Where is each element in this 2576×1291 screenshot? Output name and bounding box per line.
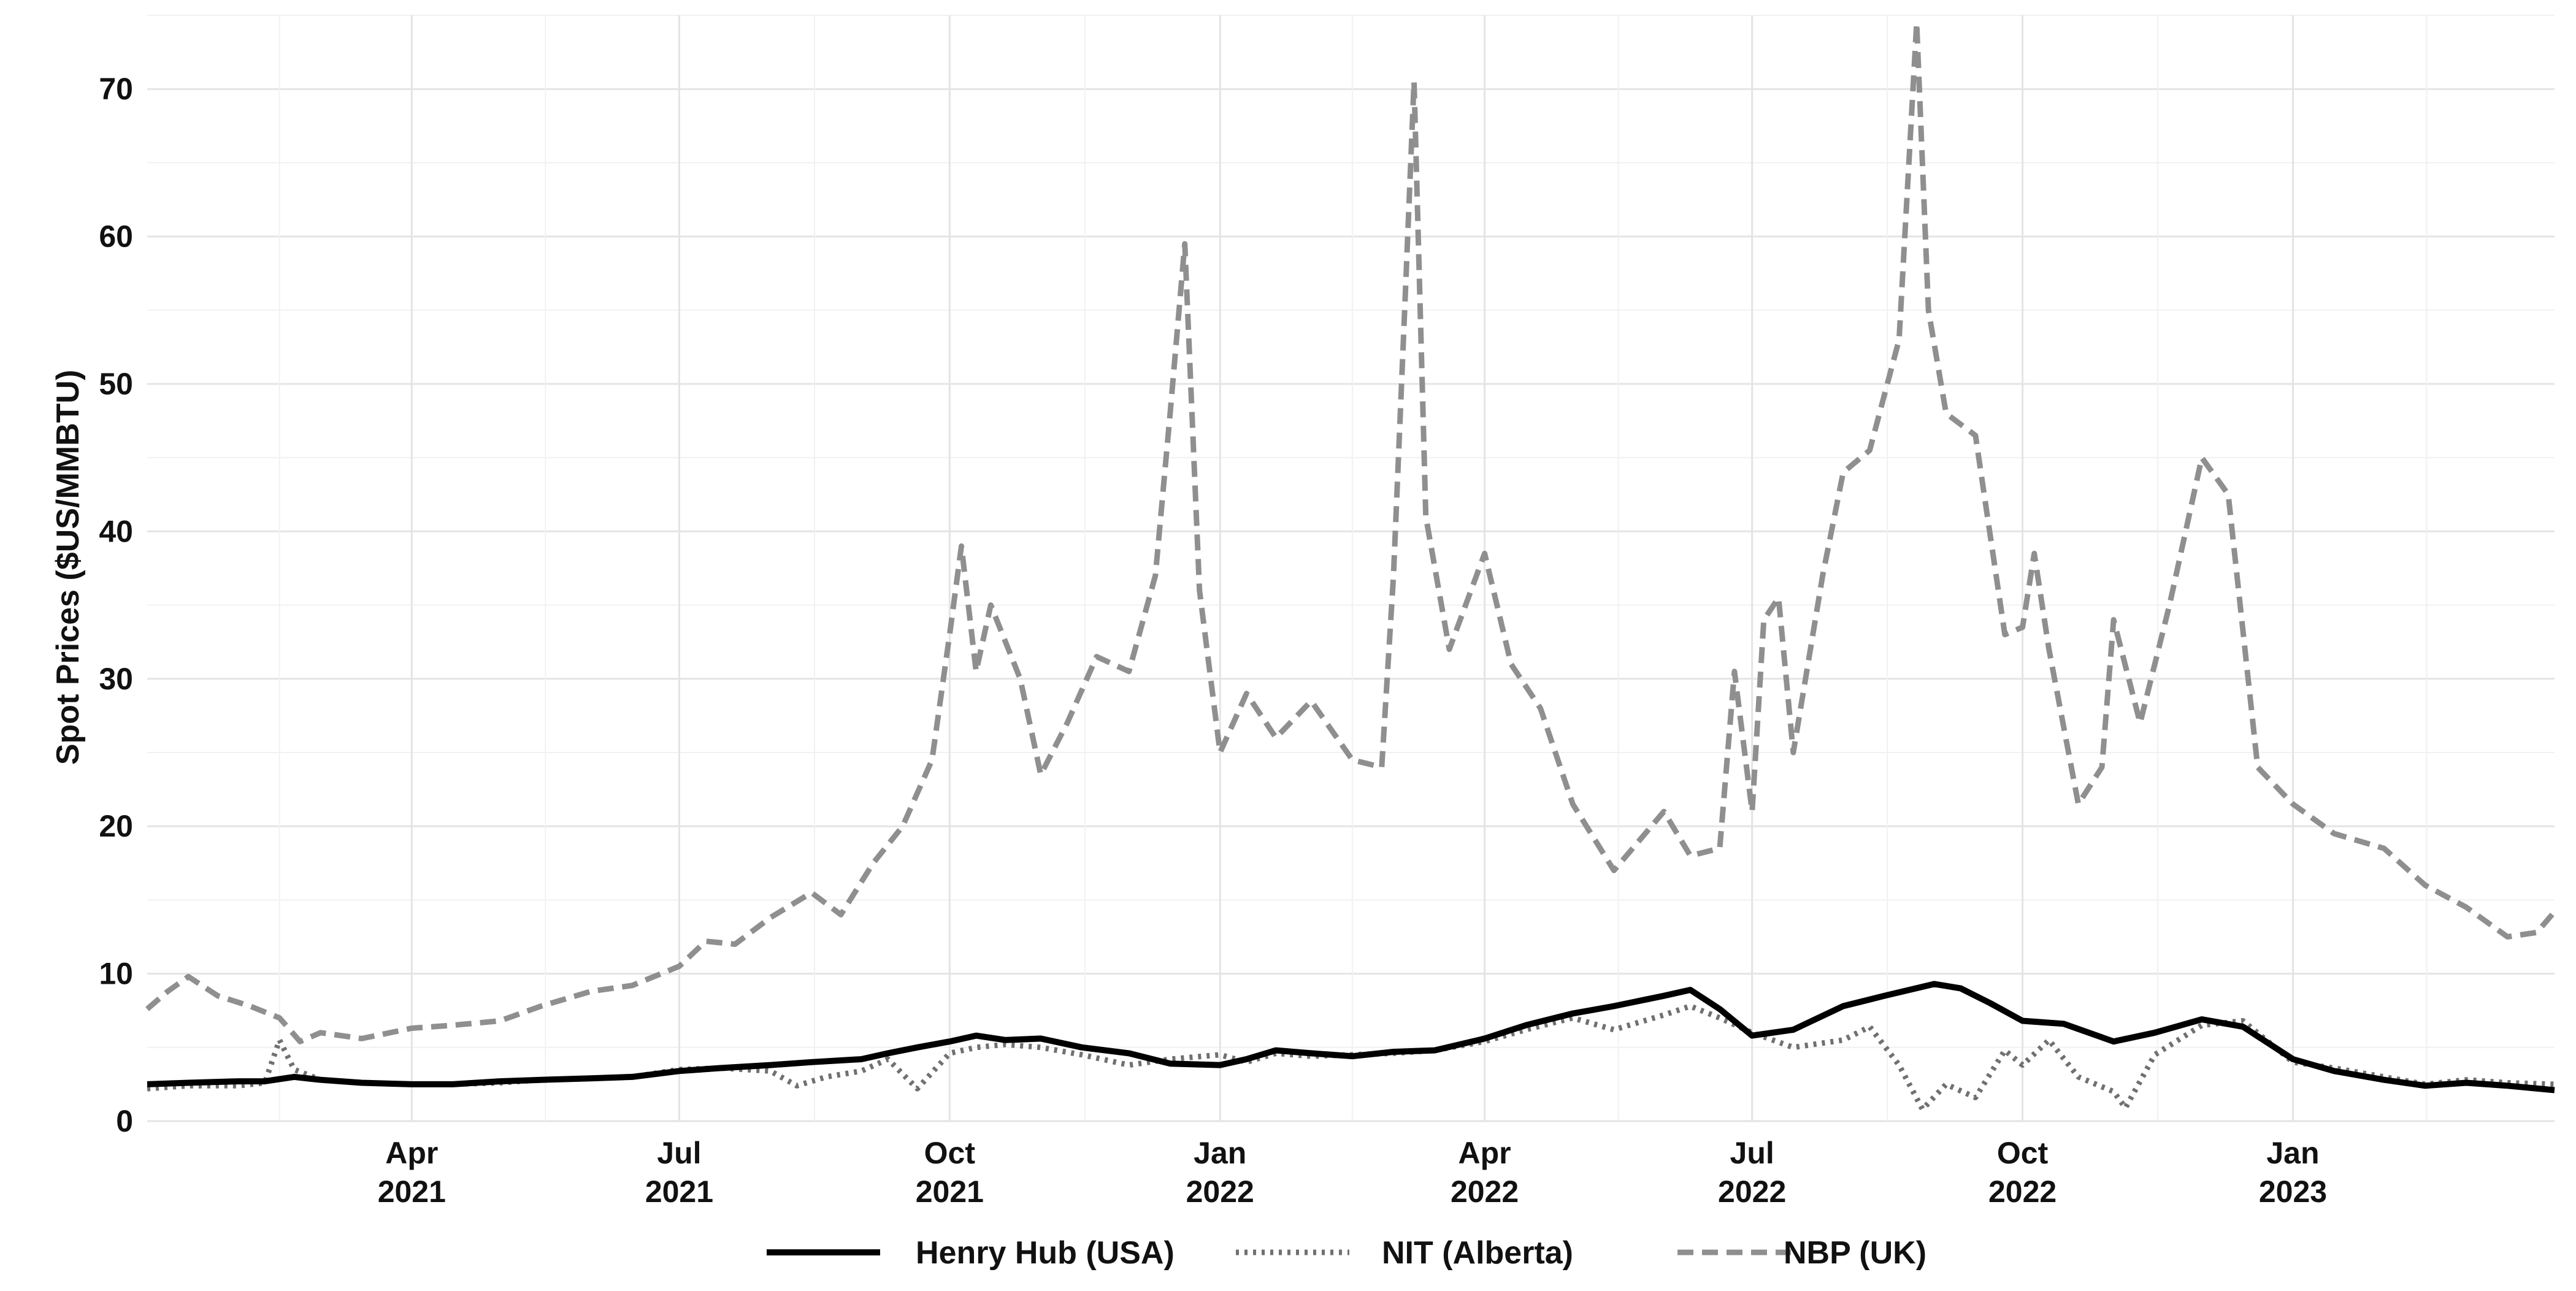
- x-tick-label-month: Jul: [1730, 1136, 1774, 1170]
- y-tick-label: 0: [116, 1104, 133, 1138]
- series-line-henry-hub-usa: [147, 981, 2555, 1094]
- y-tick-label: 70: [99, 72, 133, 106]
- x-tick-label-year: 2022: [1186, 1174, 1254, 1209]
- y-tick-label: 10: [99, 957, 133, 991]
- y-tick-label: 20: [99, 809, 133, 843]
- legend: Henry Hub (USA) NIT (Alberta) NBP (UK): [767, 1235, 1926, 1271]
- x-tick-label-month: Apr: [1459, 1136, 1511, 1170]
- x-tick-label-month: Jul: [657, 1136, 701, 1170]
- y-tick-label: 50: [99, 367, 133, 401]
- y-tick-label: 30: [99, 662, 133, 696]
- x-tick-label-year: 2021: [378, 1174, 446, 1209]
- y-axis-title: Spot Prices ($US/MMBTU): [50, 370, 86, 765]
- x-tick-label-year: 2021: [645, 1174, 713, 1209]
- x-tick-label-month: Oct: [1997, 1136, 2049, 1170]
- series-lines: [145, 20, 2557, 1113]
- x-tick-label-year: 2021: [916, 1174, 984, 1209]
- x-tick-label-year: 2022: [1718, 1174, 1786, 1209]
- x-tick-label-month: Jan: [2266, 1136, 2319, 1170]
- y-tick-label: 40: [99, 514, 133, 548]
- x-axis-tick-labels: Apr 2021 Jul 2021 Oct 2021 Jan 2022 Apr 2022 Jul 20…: [378, 1136, 2327, 1209]
- y-axis-tick-labels: 0 10 20 30 40 50 60 70: [99, 72, 133, 1138]
- x-tick-label-month: Apr: [385, 1136, 438, 1170]
- series-line-nbp-uk: [145, 20, 2557, 1044]
- grid: [147, 15, 2555, 1122]
- legend-label: Henry Hub (USA): [916, 1235, 1175, 1271]
- x-tick-label-month: Oct: [924, 1136, 976, 1170]
- x-tick-label-year: 2023: [2259, 1174, 2327, 1209]
- legend-label: NBP (UK): [1784, 1235, 1926, 1271]
- x-tick-label-year: 2022: [1988, 1174, 2057, 1209]
- y-tick-label: 60: [99, 220, 133, 254]
- x-tick-label-year: 2022: [1451, 1174, 1519, 1209]
- legend-label: NIT (Alberta): [1382, 1235, 1573, 1271]
- x-tick-label-month: Jan: [1194, 1136, 1246, 1170]
